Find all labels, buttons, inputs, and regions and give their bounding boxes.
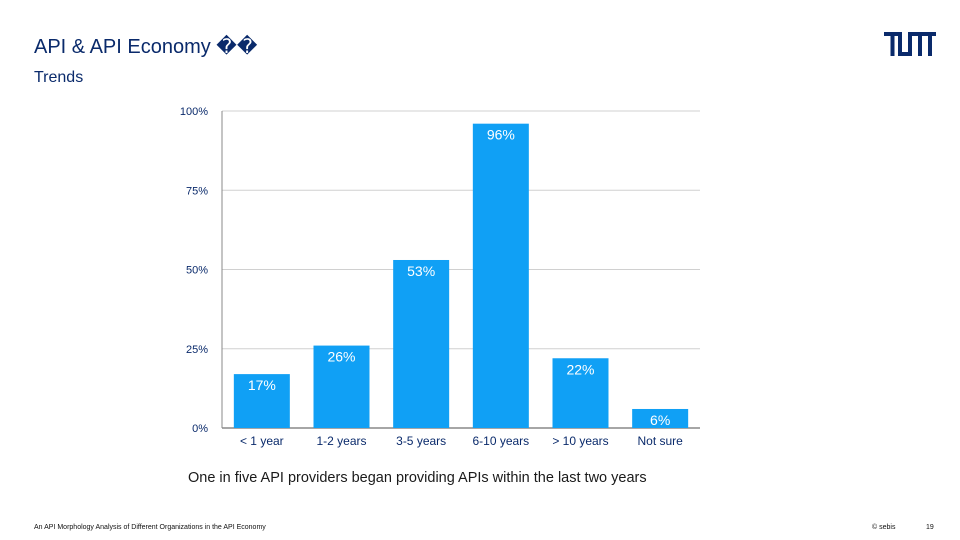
bar <box>472 123 529 429</box>
data-label: 53% <box>407 263 435 279</box>
y-tick-label: 25% <box>186 344 208 356</box>
tum-logo-icon <box>884 32 936 56</box>
footer-copyright: © sebis <box>872 524 896 531</box>
data-label: 6% <box>650 412 670 428</box>
data-label: 22% <box>566 361 594 377</box>
x-tick-label: > 10 years <box>552 434 608 448</box>
y-tick-label: 100% <box>180 106 208 118</box>
bar <box>233 374 290 428</box>
page-number: 19 <box>926 524 934 531</box>
footer-source: An API Morphology Analysis of Different … <box>34 524 266 531</box>
bar <box>313 345 370 428</box>
bar-chart: 0% 25% 50% 75% 100% 17% < 1 year 26% 1-2 years 53… <box>180 106 700 448</box>
chart-caption: One in five API providers began providin… <box>188 470 647 486</box>
data-label: 26% <box>327 349 355 365</box>
x-tick-label: 6-10 years <box>472 434 529 448</box>
slide-title: API & API Economy �� <box>34 36 258 58</box>
data-label: 96% <box>487 127 515 143</box>
y-tick-label: 75% <box>186 185 208 197</box>
x-tick-label: < 1 year <box>240 434 284 448</box>
bar <box>632 408 689 428</box>
y-tick-label: 50% <box>186 265 208 277</box>
y-tick-label: 0% <box>192 423 208 435</box>
bar <box>552 358 609 428</box>
bar <box>393 259 450 428</box>
data-label: 17% <box>248 377 276 393</box>
x-tick-label: 1-2 years <box>316 434 366 448</box>
x-tick-label: 3-5 years <box>396 434 446 448</box>
slide-subtitle: Trends <box>34 69 84 86</box>
x-tick-label: Not sure <box>637 434 683 448</box>
